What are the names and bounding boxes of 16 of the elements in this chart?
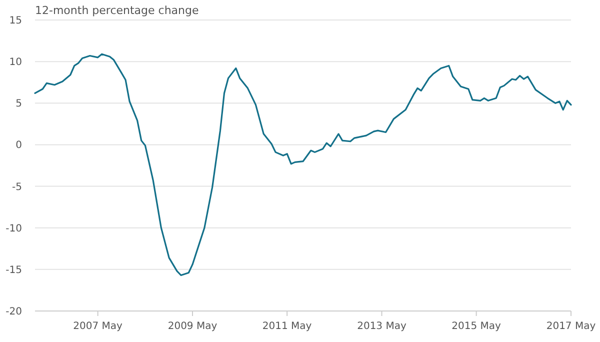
x-tick-label: 2011 May (262, 321, 312, 332)
x-tick-label: 2017 May (546, 321, 596, 332)
y-axis-title: 12-month percentage change (35, 4, 199, 17)
y-tick-label: 0 (16, 140, 22, 152)
line-series (34, 53, 572, 276)
y-tick-label: 10 (9, 57, 22, 68)
y-tick-label: -15 (6, 264, 22, 276)
y-tick-label: -20 (6, 306, 22, 318)
x-tick-label: 2015 May (452, 321, 502, 332)
x-tick-label: 2013 May (357, 321, 406, 332)
y-tick-label: 5 (16, 98, 22, 110)
y-tick-label: 15 (9, 16, 22, 26)
y-tick-label: -10 (6, 223, 22, 234)
x-tick-label: 2007 May (73, 321, 123, 332)
y-tick-label: -5 (12, 182, 22, 193)
x-tick-label: 2009 May (168, 321, 218, 332)
